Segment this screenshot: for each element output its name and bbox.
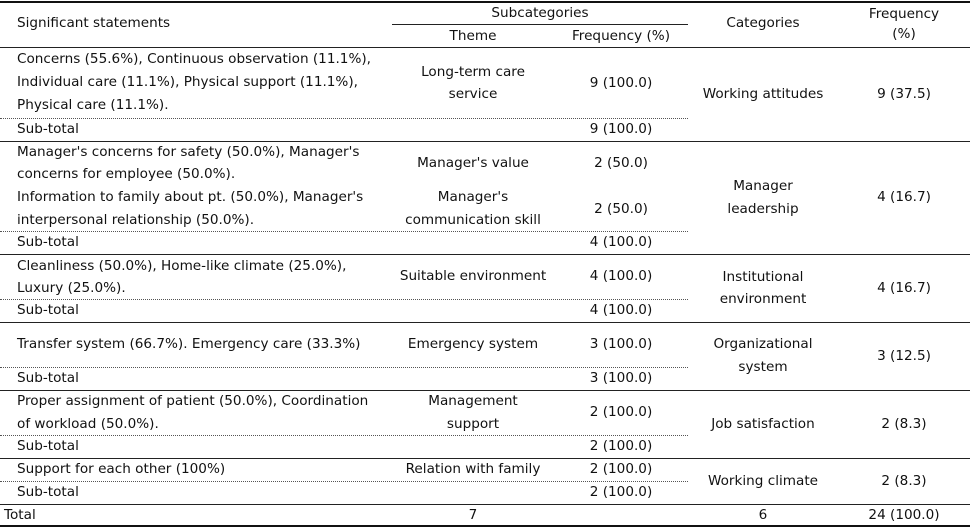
group-divider <box>0 141 970 142</box>
subtotal-label: Sub-total <box>17 370 79 386</box>
subtotal-frequency: 4 (100.0) <box>589 302 653 318</box>
statement-line: Concerns (55.6%), Continuous observation… <box>17 51 371 67</box>
row-divider <box>0 435 688 436</box>
statement-line: Transfer system (66.7%). Emergency care … <box>17 336 361 352</box>
statement-line: Manager's concerns for safety (50.0%), M… <box>17 144 360 160</box>
category-label: Job satisfaction <box>711 416 815 432</box>
statement-line: of workload (50.0%). <box>17 416 159 432</box>
theme-label: Management <box>428 393 518 409</box>
theme-frequency: 2 (100.0) <box>589 461 653 477</box>
subtotal-frequency: 2 (100.0) <box>589 438 653 454</box>
category-frequency: 4 (16.7) <box>877 189 931 205</box>
theme-label: service <box>448 86 498 102</box>
group-divider <box>0 504 970 505</box>
header-sub-frequency: Frequency (%) <box>571 28 671 44</box>
row-divider <box>0 481 688 482</box>
header-frequency-pct: (%) <box>892 26 916 42</box>
subtotal-frequency: 4 (100.0) <box>589 234 653 250</box>
category-label: Working attitudes <box>702 86 824 102</box>
category-label: Organizational <box>713 336 813 352</box>
group-divider <box>0 390 970 391</box>
row-divider <box>0 299 688 300</box>
theme-label: Suitable environment <box>399 268 547 284</box>
row-divider <box>0 118 688 119</box>
header-significant-statements: Significant statements <box>17 15 171 31</box>
category-frequency: 2 (8.3) <box>881 473 927 489</box>
theme-frequency: 4 (100.0) <box>589 268 653 284</box>
statement-line: concerns for employee (50.0%). <box>17 166 236 182</box>
subtotal-frequency: 2 (100.0) <box>589 484 653 500</box>
row-divider <box>0 231 688 232</box>
theme-label: support <box>446 416 500 432</box>
category-label: system <box>738 359 788 375</box>
statement-line: Physical care (11.1%). <box>17 97 169 113</box>
theme-frequency: 2 (100.0) <box>589 404 653 420</box>
statement-line: Information to family about pt. (50.0%),… <box>17 189 364 205</box>
category-frequency: 2 (8.3) <box>881 416 927 432</box>
theme-label: Emergency system <box>407 336 539 352</box>
theme-label: Manager's <box>437 189 509 205</box>
group-divider <box>0 322 970 323</box>
statement-line: Proper assignment of patient (50.0%), Co… <box>17 393 369 409</box>
total-categories: 6 <box>758 507 768 523</box>
subtotal-label: Sub-total <box>17 302 79 318</box>
theme-label: Relation with family <box>405 461 541 477</box>
theme-frequency: 2 (50.0) <box>594 201 648 217</box>
category-label: Institutional <box>722 269 804 285</box>
subtotal-frequency: 3 (100.0) <box>589 370 653 386</box>
theme-frequency: 2 (50.0) <box>594 155 648 171</box>
theme-label: communication skill <box>405 212 541 228</box>
subtotal-label: Sub-total <box>17 234 79 250</box>
category-frequency: 9 (37.5) <box>877 86 931 102</box>
statement-line: interpersonal relationship (50.0%). <box>17 212 255 228</box>
total-frequency: 24 (100.0) <box>868 507 940 523</box>
theme-frequency: 9 (100.0) <box>589 75 653 91</box>
statement-line: Luxury (25.0%). <box>17 280 126 296</box>
statement-line: Support for each other (100%) <box>17 461 226 477</box>
header-bottom-border <box>0 47 970 48</box>
header-subcategories: Subcategories <box>491 5 589 21</box>
table-top-border <box>0 1 970 3</box>
theme-label: Manager's value <box>417 155 529 171</box>
category-frequency: 3 (12.5) <box>877 348 931 364</box>
group-divider <box>0 254 970 255</box>
subtotal-label: Sub-total <box>17 484 79 500</box>
subtotal-label: Sub-total <box>17 121 79 137</box>
statement-line: Cleanliness (50.0%), Home-like climate (… <box>17 258 347 274</box>
group-divider <box>0 458 970 459</box>
category-label: environment <box>719 291 807 307</box>
row-divider <box>0 367 688 368</box>
header-categories: Categories <box>726 15 800 31</box>
category-label: leadership <box>727 201 799 217</box>
subtotal-label: Sub-total <box>17 438 79 454</box>
subcategories-underline <box>392 24 688 25</box>
category-label: Working climate <box>707 473 819 489</box>
table-bottom-border <box>0 525 970 527</box>
theme-label: Long-term care <box>421 64 525 80</box>
total-themes: 7 <box>468 507 478 523</box>
header-theme: Theme <box>449 28 497 44</box>
subtotal-frequency: 9 (100.0) <box>589 121 653 137</box>
total-label: Total <box>4 507 36 523</box>
header-frequency: Frequency <box>868 6 940 22</box>
statement-line: Individual care (11.1%), Physical suppor… <box>17 74 358 90</box>
category-frequency: 4 (16.7) <box>877 280 931 296</box>
theme-frequency: 3 (100.0) <box>589 336 653 352</box>
category-label: Manager <box>733 178 793 194</box>
